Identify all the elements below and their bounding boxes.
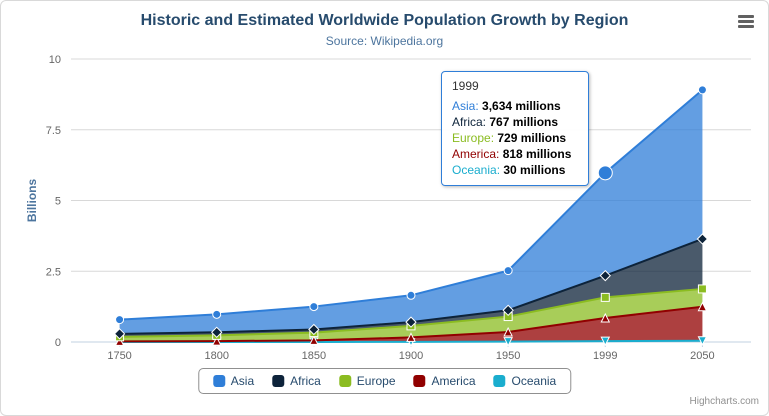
marker-oceania[interactable] <box>600 336 611 347</box>
marker-europe[interactable] <box>697 284 707 294</box>
legend-label: Africa <box>290 374 321 388</box>
credits-link[interactable]: Highcharts.com <box>689 396 759 407</box>
legend-symbol <box>338 375 351 387</box>
marker-africa[interactable] <box>599 269 611 282</box>
tooltip-series-name: Africa: <box>452 115 490 129</box>
tooltip-row: America: 818 millions <box>452 146 578 162</box>
legend-label: Asia <box>230 374 255 388</box>
tooltip: 1999 Asia: 3,634 millions Africa: 767 mil… <box>441 71 589 186</box>
tooltip-rows: Asia: 3,634 millions Africa: 767 millions… <box>452 98 578 178</box>
y-axis-tick-label: 7.5 <box>46 125 61 137</box>
tooltip-series-value: 729 millions <box>497 131 567 145</box>
legend-symbol <box>493 375 506 387</box>
y-axis-tick-label: 10 <box>49 54 61 66</box>
hamburger-icon <box>737 15 755 28</box>
legend-item-africa[interactable]: Africa <box>272 374 321 388</box>
marker-africa[interactable] <box>113 328 126 340</box>
tooltip-row: Africa: 767 millions <box>452 114 578 130</box>
legend: Asia Africa Europe America Oceania <box>197 368 572 394</box>
legend-label: Europe <box>356 374 396 388</box>
marker-america[interactable] <box>697 301 708 312</box>
legend-item-europe[interactable]: Europe <box>338 374 396 388</box>
area-africa[interactable] <box>119 238 703 337</box>
y-axis-tick-label: 0 <box>55 337 61 349</box>
legend-item-america[interactable]: America <box>413 374 476 388</box>
chart-title: Historic and Estimated Worldwide Populat… <box>140 12 629 29</box>
tooltip-series-name: Oceania: <box>452 163 504 177</box>
tooltip-row: Oceania: 30 millions <box>452 162 578 178</box>
x-axis-tick-label: 1750 <box>107 350 131 362</box>
tooltip-series-name: Asia: <box>452 99 483 113</box>
marker-america[interactable] <box>211 335 222 346</box>
tooltip-series-value: 818 millions <box>502 147 572 161</box>
marker-asia[interactable] <box>697 85 707 95</box>
marker-africa[interactable] <box>405 316 417 328</box>
x-axis-tick-label: 1999 <box>593 350 617 362</box>
x-axis-tick-label: 2050 <box>690 350 714 362</box>
y-axis-tick-label: 2.5 <box>46 266 61 278</box>
marker-africa[interactable] <box>696 233 709 245</box>
legend-item-asia[interactable]: Asia <box>212 374 255 388</box>
marker-america[interactable] <box>309 335 319 345</box>
marker-asia[interactable] <box>309 302 319 312</box>
marker-oceania[interactable] <box>697 336 708 346</box>
area-asia[interactable] <box>119 89 703 334</box>
legend-symbol <box>272 375 285 387</box>
tooltip-series-value: 767 millions <box>489 115 559 129</box>
legend-symbol <box>413 375 426 387</box>
marker-america[interactable] <box>114 336 125 346</box>
tooltip-header: 1999 <box>452 79 479 93</box>
marker-africa[interactable] <box>502 304 514 317</box>
marker-america[interactable] <box>503 326 513 337</box>
legend-symbol <box>212 375 225 387</box>
export-menu-button[interactable] <box>735 13 757 31</box>
area-america[interactable] <box>119 306 703 342</box>
marker-asia[interactable] <box>115 315 125 325</box>
x-axis-tick-label: 1950 <box>496 350 520 362</box>
marker-africa[interactable] <box>308 323 320 336</box>
marker-africa[interactable] <box>211 326 223 339</box>
marker-europe[interactable] <box>600 292 610 302</box>
chart-subtitle: Source: Wikipedia.org <box>325 34 444 48</box>
hover-marker-asia[interactable] <box>597 165 613 181</box>
tooltip-series-value: 30 millions <box>503 163 566 177</box>
marker-asia[interactable] <box>503 266 513 276</box>
x-axis-tick-label: 1800 <box>204 350 228 362</box>
marker-asia[interactable] <box>406 290 416 300</box>
x-axis-tick-label: 1850 <box>302 350 326 362</box>
x-axis-tick-label: 1900 <box>399 350 423 362</box>
tooltip-row: Asia: 3,634 millions <box>452 98 578 114</box>
marker-asia[interactable] <box>212 309 222 319</box>
marker-america[interactable] <box>600 312 611 323</box>
tooltip-series-name: Europe: <box>452 131 498 145</box>
marker-oceania[interactable] <box>503 337 513 347</box>
legend-label: Oceania <box>511 374 557 388</box>
tooltip-series-name: America: <box>452 147 503 161</box>
marker-america[interactable] <box>406 332 416 342</box>
y-axis-tick-label: 5 <box>55 196 61 208</box>
tooltip-row: Europe: 729 millions <box>452 130 578 146</box>
legend-label: America <box>431 374 476 388</box>
legend-item-oceania[interactable]: Oceania <box>493 374 557 388</box>
tooltip-series-value: 3,634 millions <box>482 99 561 113</box>
